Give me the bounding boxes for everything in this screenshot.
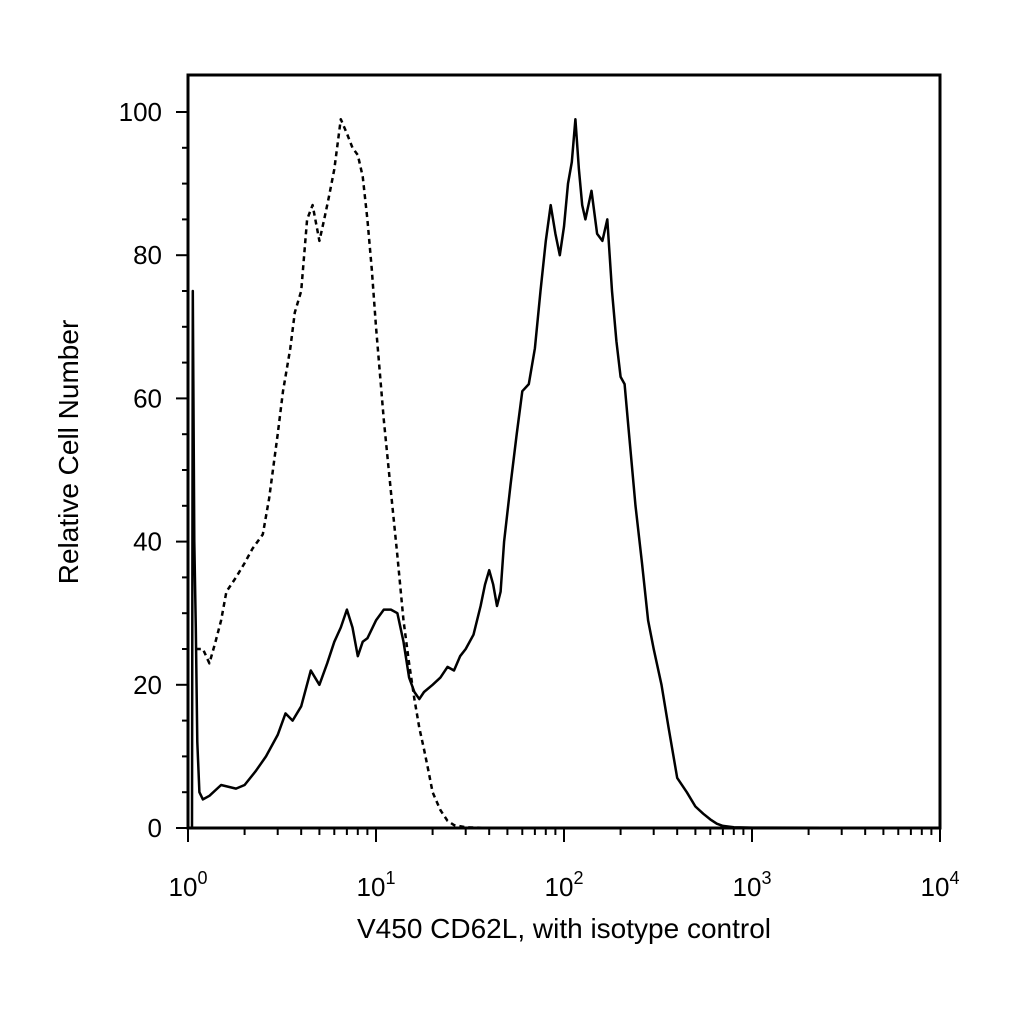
x-axis-title: V450 CD62L, with isotype control xyxy=(357,913,771,944)
x-tick-label: 104 xyxy=(921,868,960,902)
x-tick-label: 103 xyxy=(733,868,772,902)
y-tick-label: 20 xyxy=(133,670,162,700)
histogram-series-dashed xyxy=(195,117,940,830)
y-tick-label: 100 xyxy=(119,97,162,127)
y-axis: 0 20 40 60 80 100 xyxy=(119,97,188,843)
series-layer xyxy=(190,117,941,830)
x-tick-label: 101 xyxy=(357,868,396,902)
y-tick-label: 0 xyxy=(148,813,162,843)
plot-frame xyxy=(186,73,942,830)
y-axis-title: Relative Cell Number xyxy=(53,320,84,585)
y-tick-label: 40 xyxy=(133,527,162,557)
x-tick-label: 102 xyxy=(545,868,584,902)
histogram-series-solid xyxy=(190,117,941,830)
y-tick-label: 60 xyxy=(133,383,162,413)
x-axis: 100 101 102 103 104 xyxy=(169,828,960,902)
x-tick-label: 100 xyxy=(169,868,208,902)
y-tick-label: 80 xyxy=(133,240,162,270)
